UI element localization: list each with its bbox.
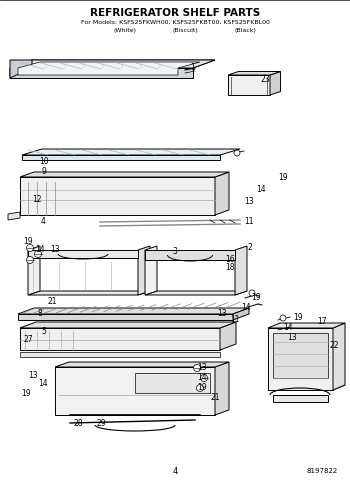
- Polygon shape: [18, 314, 233, 320]
- Polygon shape: [145, 250, 235, 260]
- Text: 1: 1: [191, 63, 195, 72]
- Polygon shape: [8, 212, 20, 220]
- Polygon shape: [10, 60, 215, 68]
- Polygon shape: [10, 60, 215, 78]
- Text: 13: 13: [50, 244, 60, 254]
- Circle shape: [35, 251, 42, 257]
- Polygon shape: [28, 291, 150, 295]
- Text: 8: 8: [38, 309, 42, 317]
- Polygon shape: [145, 291, 247, 295]
- Polygon shape: [28, 250, 138, 258]
- Polygon shape: [228, 75, 270, 95]
- Text: 11: 11: [244, 217, 254, 227]
- Text: 22: 22: [329, 341, 339, 350]
- Text: 5: 5: [42, 327, 47, 337]
- Text: 19: 19: [278, 173, 288, 183]
- Text: 29: 29: [96, 420, 106, 428]
- Polygon shape: [28, 246, 40, 295]
- Text: 16: 16: [225, 255, 235, 264]
- Polygon shape: [22, 149, 240, 155]
- Text: 11: 11: [230, 314, 240, 324]
- Text: 13: 13: [287, 333, 297, 342]
- Text: 21: 21: [210, 394, 220, 402]
- Text: 27: 27: [23, 336, 33, 344]
- Polygon shape: [145, 246, 157, 295]
- Polygon shape: [228, 71, 280, 75]
- Text: 14: 14: [38, 380, 48, 388]
- Text: 13: 13: [28, 370, 38, 380]
- Text: 13: 13: [244, 198, 254, 207]
- Circle shape: [249, 290, 255, 296]
- Circle shape: [196, 384, 203, 392]
- Polygon shape: [268, 385, 345, 390]
- Text: (Black): (Black): [234, 28, 256, 33]
- Polygon shape: [273, 333, 328, 378]
- Polygon shape: [18, 308, 249, 314]
- Circle shape: [194, 365, 201, 371]
- Polygon shape: [233, 308, 249, 320]
- Text: 19: 19: [21, 388, 31, 398]
- Text: 3: 3: [173, 247, 177, 256]
- Polygon shape: [333, 323, 345, 390]
- Circle shape: [234, 150, 240, 156]
- Text: (White): (White): [113, 28, 136, 33]
- Polygon shape: [20, 328, 220, 350]
- Text: 4: 4: [41, 217, 46, 227]
- Text: 10: 10: [39, 156, 49, 166]
- Text: 14: 14: [283, 324, 293, 332]
- Circle shape: [27, 244, 34, 252]
- Text: 13: 13: [197, 364, 207, 372]
- Text: REFRIGERATOR SHELF PARTS: REFRIGERATOR SHELF PARTS: [90, 8, 260, 18]
- Polygon shape: [135, 373, 210, 393]
- Text: (Biscuit): (Biscuit): [172, 28, 198, 33]
- Text: 2: 2: [248, 243, 252, 253]
- Text: 14: 14: [256, 185, 266, 195]
- Text: 21: 21: [47, 298, 57, 307]
- Polygon shape: [20, 352, 220, 357]
- Polygon shape: [268, 323, 345, 328]
- Text: 19: 19: [293, 313, 303, 323]
- Polygon shape: [215, 362, 229, 415]
- Polygon shape: [215, 172, 229, 215]
- Text: 19: 19: [197, 384, 207, 393]
- Text: 8197822: 8197822: [307, 468, 338, 474]
- Text: 14: 14: [197, 373, 207, 383]
- Polygon shape: [10, 68, 193, 78]
- Polygon shape: [55, 367, 215, 415]
- Polygon shape: [138, 246, 150, 295]
- Polygon shape: [20, 322, 236, 328]
- Polygon shape: [235, 246, 247, 295]
- Text: 9: 9: [42, 168, 47, 176]
- Text: For Models: KSFS25FKWH00, KSFS25FKBT00, KSFS25FKBL00: For Models: KSFS25FKWH00, KSFS25FKBT00, …: [80, 20, 270, 25]
- Polygon shape: [273, 395, 328, 402]
- Text: 19: 19: [23, 238, 33, 246]
- Circle shape: [27, 256, 34, 264]
- Text: 12: 12: [32, 196, 42, 204]
- Polygon shape: [268, 328, 333, 390]
- Text: 4: 4: [172, 467, 177, 475]
- Text: 17: 17: [317, 317, 327, 327]
- Text: 23: 23: [260, 75, 270, 85]
- Polygon shape: [20, 172, 229, 177]
- Polygon shape: [55, 362, 229, 367]
- Circle shape: [201, 374, 208, 382]
- Circle shape: [280, 315, 286, 321]
- Polygon shape: [22, 155, 220, 160]
- Text: 28: 28: [73, 420, 83, 428]
- Text: 14: 14: [241, 303, 251, 313]
- Text: 19: 19: [251, 294, 261, 302]
- Text: 14: 14: [35, 244, 45, 254]
- Polygon shape: [220, 322, 236, 350]
- Text: 18: 18: [225, 264, 235, 272]
- Polygon shape: [10, 60, 32, 78]
- Polygon shape: [18, 62, 200, 75]
- Text: 13: 13: [217, 310, 227, 318]
- Polygon shape: [270, 71, 280, 95]
- Polygon shape: [20, 177, 215, 215]
